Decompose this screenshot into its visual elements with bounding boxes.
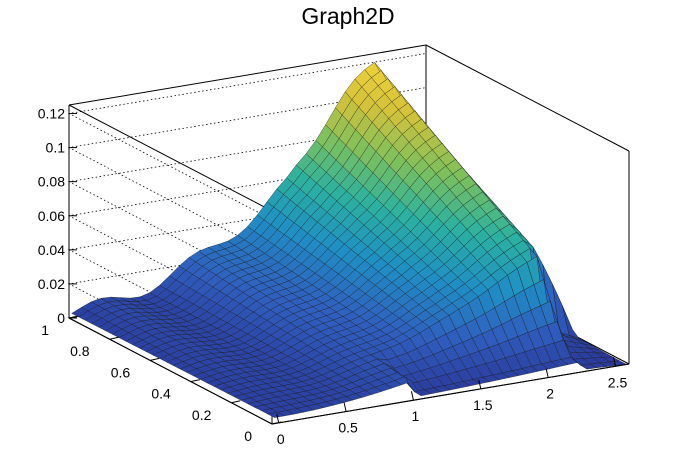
x-tick-label: 2.5 bbox=[608, 374, 628, 390]
x-tick bbox=[343, 402, 347, 412]
x-tick bbox=[545, 368, 549, 378]
y-tick-label: 0 bbox=[244, 428, 252, 444]
box-edge bbox=[68, 44, 427, 106]
z-tick-label: 0.08 bbox=[38, 174, 65, 190]
y-tick bbox=[190, 379, 200, 383]
box-edge bbox=[425, 44, 630, 152]
z-tick-label: 0 bbox=[57, 310, 65, 326]
y-tick-label: 0.8 bbox=[70, 343, 90, 359]
y-tick bbox=[68, 315, 79, 319]
box-edge bbox=[68, 104, 273, 212]
chart-title: Graph2D bbox=[301, 3, 395, 29]
x-tick bbox=[478, 379, 482, 390]
x-tick-label: 1.5 bbox=[473, 397, 493, 413]
surface-mesh bbox=[71, 62, 627, 418]
z-tick-label: 0.02 bbox=[38, 276, 65, 292]
x-tick bbox=[410, 391, 414, 401]
y-axis-line bbox=[68, 317, 273, 425]
x-tick-label: 0.5 bbox=[338, 420, 358, 436]
x-tick-label: 1 bbox=[412, 408, 420, 424]
y-tick-label: 1 bbox=[41, 322, 49, 338]
y-tick-label: 0.2 bbox=[192, 407, 212, 423]
y-tick bbox=[231, 400, 241, 404]
x-tick-label: 0 bbox=[277, 431, 285, 447]
z-tick-label: 0.06 bbox=[38, 208, 65, 224]
x-tick bbox=[276, 413, 280, 423]
x-tick bbox=[613, 357, 617, 367]
x-axis-line bbox=[271, 363, 630, 425]
x-axis: 0 0.5 1 1.5 2 2.5 bbox=[271, 357, 630, 447]
z-tick-label: 0.12 bbox=[38, 106, 65, 122]
z-tick-label: 0.04 bbox=[38, 242, 65, 258]
z-tick-label: 0.1 bbox=[46, 140, 66, 156]
z-axis: 0 0.02 0.04 0.06 0.08 0.1 0.12 bbox=[38, 105, 77, 326]
y-tick bbox=[150, 357, 160, 361]
y-tick-label: 0.4 bbox=[151, 386, 171, 402]
y-tick bbox=[109, 336, 119, 340]
x-tick-label: 2 bbox=[546, 386, 554, 402]
y-axis: 0 0.2 0.4 0.6 0.8 1 bbox=[41, 315, 282, 444]
y-tick-label: 0.6 bbox=[111, 364, 131, 380]
